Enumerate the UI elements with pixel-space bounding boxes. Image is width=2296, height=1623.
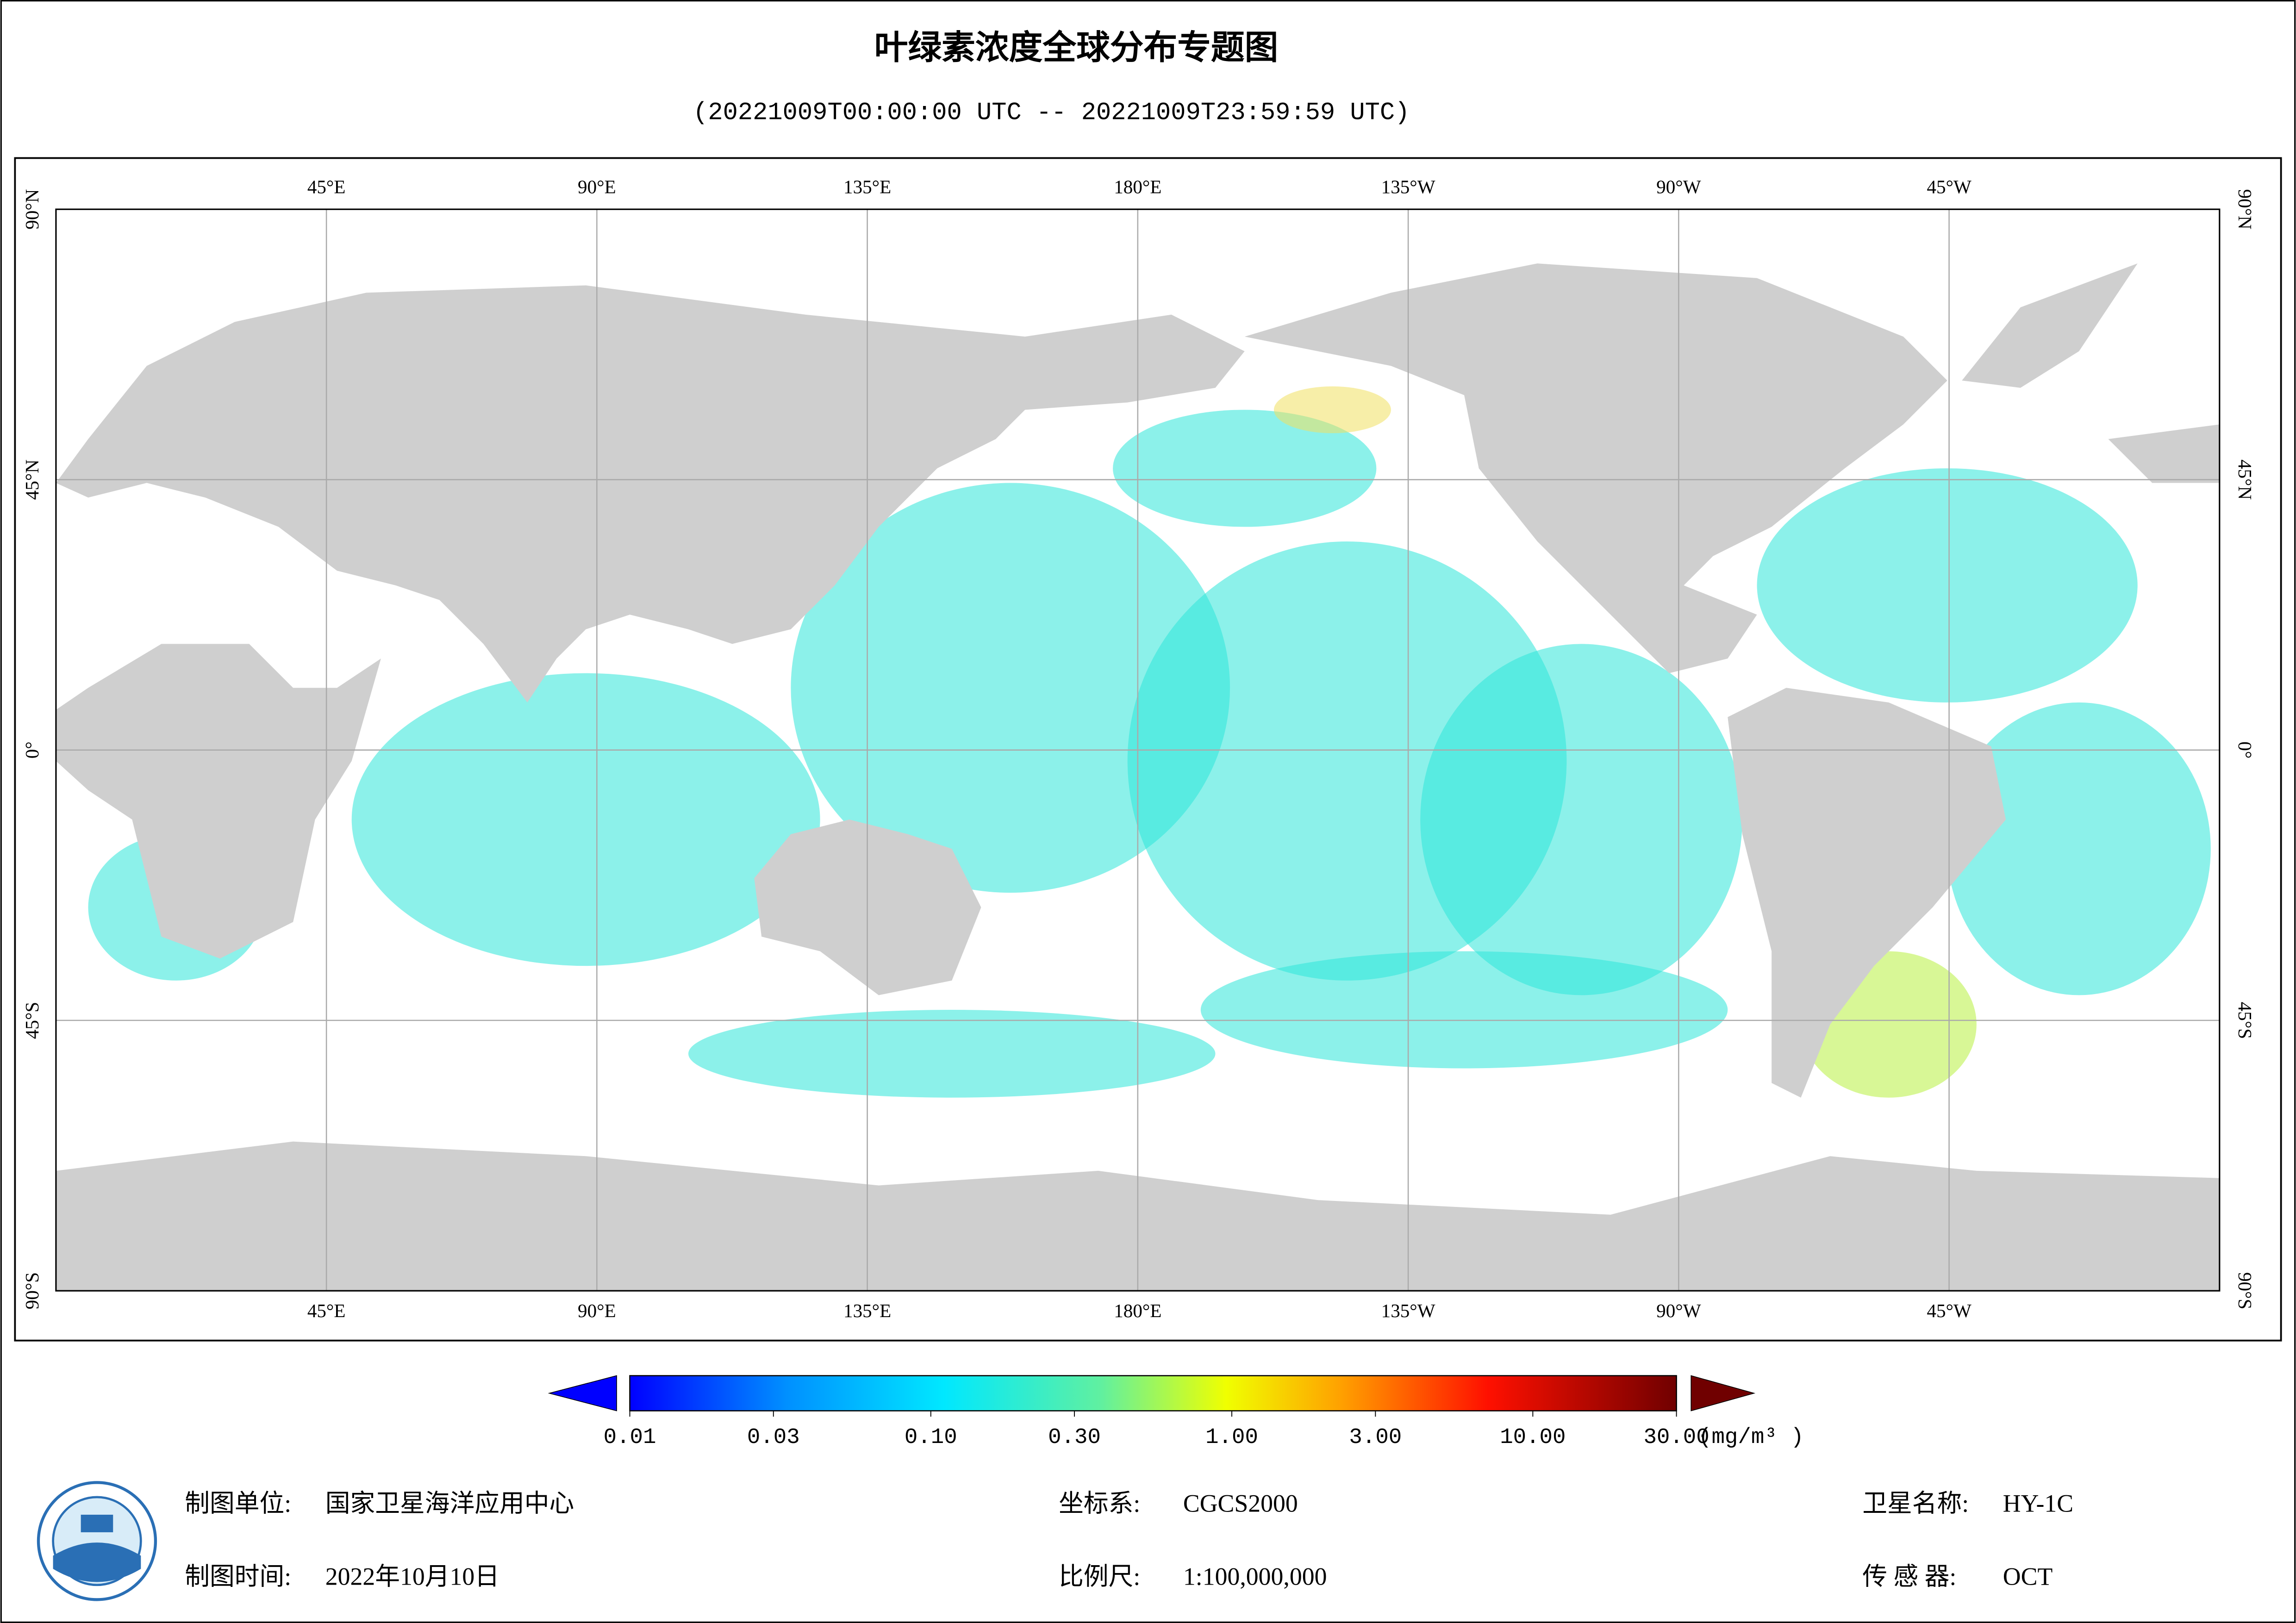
- lat-label-left: 90°N: [21, 189, 43, 230]
- footer-label: 传 感 器:: [1862, 1562, 1956, 1590]
- lon-label-bottom: 45°W: [1927, 1300, 1972, 1321]
- lon-label-top: 135°E: [843, 176, 891, 197]
- footer-label: 坐标系:: [1059, 1489, 1140, 1517]
- lon-label-top: 135°W: [1381, 176, 1435, 197]
- lat-label-right: 90°N: [2234, 189, 2256, 230]
- lon-label-bottom: 90°W: [1656, 1300, 1701, 1321]
- map-border: [55, 208, 2221, 1292]
- colorbar-tick-label: 0.10: [905, 1425, 957, 1450]
- colorbar-unit: (mg/m³ ): [1698, 1425, 1804, 1450]
- footer-value: CGCS2000: [1183, 1489, 1298, 1517]
- logo: [37, 1481, 157, 1601]
- lat-label-right: 45°S: [2234, 1002, 2256, 1039]
- title: 叶绿素浓度全球分布专题图: [874, 28, 1279, 68]
- footer-value: OCT: [2003, 1562, 2053, 1590]
- colorbar-tick-label: 0.03: [747, 1425, 800, 1450]
- lon-label-top: 90°W: [1656, 176, 1701, 197]
- footer-label: 卫星名称:: [1862, 1489, 1969, 1517]
- lat-label-right: 45°N: [2234, 460, 2256, 500]
- colorbar-tick-label: 10.00: [1500, 1425, 1566, 1450]
- lat-label-right: 0°: [2234, 741, 2256, 759]
- colorbar-tick-label: 30.00: [1643, 1425, 1709, 1450]
- colorbar-over-arrow: [1691, 1375, 1756, 1412]
- map-frame: [14, 157, 2282, 1342]
- lon-label-bottom: 45°E: [307, 1300, 346, 1321]
- lon-label-bottom: 90°E: [578, 1300, 616, 1321]
- footer-value: 2022年10月10日: [325, 1562, 499, 1590]
- lon-label-bottom: 135°E: [843, 1300, 891, 1321]
- lon-label-top: 45°W: [1927, 176, 1972, 197]
- colorbar-tick-label: 3.00: [1349, 1425, 1402, 1450]
- footer-value: 国家卫星海洋应用中心: [325, 1489, 574, 1517]
- lon-label-top: 180°E: [1114, 176, 1161, 197]
- map-area: [55, 208, 2221, 1292]
- subtitle: (20221009T00:00:00 UTC -- 20221009T23:59…: [693, 99, 1410, 127]
- colorbar-tick-label: 0.01: [604, 1425, 656, 1450]
- lon-label-top: 45°E: [307, 176, 346, 197]
- lat-label-right: 90°S: [2234, 1272, 2256, 1309]
- colorbar-tick-label: 1.00: [1205, 1425, 1258, 1450]
- colorbar-tick-label: 0.30: [1048, 1425, 1101, 1450]
- lon-label-bottom: 180°E: [1114, 1300, 1161, 1321]
- lat-label-left: 0°: [21, 741, 43, 759]
- footer-label: 制图单位:: [185, 1489, 291, 1517]
- footer-label: 制图时间:: [185, 1562, 291, 1590]
- colorbar: [629, 1375, 1677, 1412]
- chlorophyll-coverage: [88, 386, 2211, 1098]
- footer-value: 1:100,000,000: [1183, 1562, 1327, 1590]
- footer-label: 比例尺:: [1059, 1562, 1140, 1590]
- footer-value: HY-1C: [2003, 1489, 2073, 1517]
- lat-label-left: 90°S: [21, 1272, 43, 1309]
- lon-label-top: 90°E: [578, 176, 616, 197]
- lat-label-left: 45°N: [21, 460, 43, 500]
- colorbar-under-arrow: [548, 1375, 617, 1412]
- lon-label-bottom: 135°W: [1381, 1300, 1435, 1321]
- lat-label-left: 45°S: [21, 1002, 43, 1039]
